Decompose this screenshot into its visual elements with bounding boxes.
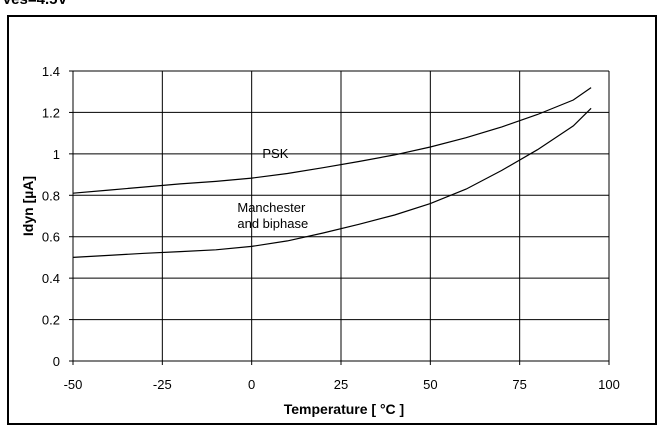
grid-lines (69, 70, 610, 365)
x-tick-label: 0 (248, 377, 255, 392)
series-label: and biphase (237, 216, 308, 231)
x-tick-label: 75 (512, 377, 526, 392)
figure-caption: Ves=4.5V (2, 0, 67, 8)
y-tick-label: 0.4 (42, 271, 60, 286)
series-line-1 (72, 107, 592, 258)
series-lines (72, 87, 592, 258)
series-label: PSK (262, 146, 288, 161)
tick-labels: 0 0.2 0.4 0.6 0.8 1 1.2 1.4 -50 -25 0 25 50 75 100 (42, 64, 620, 392)
y-tick-label: 0.2 (42, 313, 60, 328)
series-label: Manchester (237, 200, 306, 215)
y-axis-title: Idyn [µA] (20, 176, 36, 236)
x-tick-label: -50 (64, 377, 83, 392)
x-tick-label: 100 (598, 377, 620, 392)
x-tick-label: 50 (423, 377, 437, 392)
y-tick-label: 1.2 (42, 105, 60, 120)
x-axis-title: Temperature [ °C ] (284, 401, 404, 417)
y-tick-label: 1 (53, 147, 60, 162)
chart-frame (7, 15, 657, 425)
y-tick-label: 0.8 (42, 188, 60, 203)
x-tick-label: -25 (153, 377, 172, 392)
y-tick-label: 0.6 (42, 230, 60, 245)
series-line-0 (72, 87, 592, 194)
y-tick-label: 0 (53, 354, 60, 369)
x-tick-label: 25 (334, 377, 348, 392)
y-tick-label: 1.4 (42, 64, 60, 79)
